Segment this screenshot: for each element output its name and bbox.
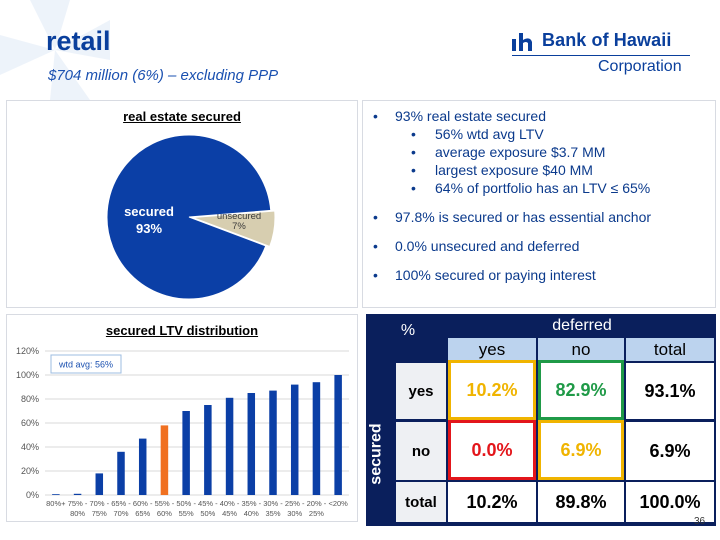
matrix-column-group: deferred xyxy=(552,317,612,334)
x-tick-label: 50% - xyxy=(176,499,196,508)
bank-logo: Bank of Hawaii Corporation xyxy=(512,30,690,80)
x-tick-label: 60% xyxy=(157,509,172,518)
logo-corporation: Corporation xyxy=(598,58,682,75)
bar-40% - 45% xyxy=(225,397,234,495)
cell-total-deferred-no: 89.8% xyxy=(538,482,624,522)
pie-value-unsecured: 7% xyxy=(232,221,246,232)
x-tick-label: 25% xyxy=(309,509,324,518)
pie-slice-unsecured xyxy=(192,210,276,248)
cell-secured-yes-deferred-no: 82.9% xyxy=(538,360,624,420)
cell-secured-yes-deferred-yes: 10.2% xyxy=(448,360,536,420)
x-tick-label: 75% xyxy=(92,509,107,518)
x-tick-label: 35% xyxy=(265,509,280,518)
cell-secured-no-deferred-no: 6.9% xyxy=(538,420,624,480)
x-tick-label: 50% xyxy=(200,509,215,518)
bar-chart: 0%20%40%60%80%100%120%80%+ 75% -80%70% -7… xyxy=(16,346,349,518)
x-tick-label: 35% - xyxy=(241,499,261,508)
x-tick-label: 25% - xyxy=(285,499,305,508)
y-tick-label: 60% xyxy=(21,418,39,428)
pie-slice-secured xyxy=(106,134,272,300)
x-tick-label: 40% xyxy=(244,509,259,518)
x-tick-label: 30% xyxy=(287,509,302,518)
row-label-yes: yes xyxy=(396,363,446,419)
pinwheel-watermark-icon xyxy=(0,0,110,100)
x-tick-label: 45% xyxy=(222,509,237,518)
bullet-item: 100% secured or paying interest xyxy=(369,267,707,284)
bar-65% - 70% xyxy=(117,451,125,495)
bar-<20% xyxy=(334,375,342,495)
cell-secured-no-total: 6.9% xyxy=(626,422,714,480)
bullet-item: 0.0% unsecured and deferred xyxy=(369,238,707,255)
x-tick-label: 40% - xyxy=(220,499,240,508)
x-tick-label: 65% - xyxy=(111,499,131,508)
pie-label-secured: secured xyxy=(124,204,174,219)
bar-55% - 60% xyxy=(160,425,169,495)
matrix-row-group: secured xyxy=(368,423,385,485)
bank-mark-icon xyxy=(512,32,532,51)
matrix-row-group-wrap: secured xyxy=(366,384,388,524)
col-header-no: no xyxy=(538,338,624,361)
y-tick-label: 100% xyxy=(16,370,39,380)
summary-bullets: 93% real estate secured 56% wtd avg LTV … xyxy=(362,100,716,308)
sub-bullet-item: 64% of portfolio has an LTV ≤ 65% xyxy=(369,179,707,197)
x-tick-label: 45% - xyxy=(198,499,218,508)
bar-chart-title: secured LTV distribution xyxy=(105,323,259,338)
y-tick-label: 80% xyxy=(21,394,39,404)
bar-30% - 35% xyxy=(269,390,277,495)
bullet-item: 93% real estate secured xyxy=(369,108,707,125)
col-header-total: total xyxy=(626,338,714,361)
bar-chart-panel: secured LTV distribution 0% 20% 40% 60% 80% 1… xyxy=(6,314,358,522)
cell-grand-total: 100.0% xyxy=(626,482,714,522)
cell-total-deferred-yes: 10.2% xyxy=(448,482,536,522)
page-number: 36 xyxy=(694,516,706,527)
page-subtitle: $704 million (6%) – excluding PPP xyxy=(48,67,279,84)
x-tick-label: 60% - xyxy=(133,499,153,508)
bar-35% - 40% xyxy=(247,393,256,495)
y-tick-label: 20% xyxy=(21,466,39,476)
col-header-yes: yes xyxy=(448,338,536,361)
x-tick-label: 75% - xyxy=(68,499,88,508)
x-tick-label: 70% xyxy=(113,509,128,518)
deferral-matrix: % deferred secured yes no total yes 10.2… xyxy=(366,314,716,526)
wtd-avg-box xyxy=(50,354,122,374)
x-tick-label: 30% - xyxy=(263,499,283,508)
bullet-item: 97.8% is secured or has essential anchor xyxy=(369,209,707,226)
bar-45% - 50% xyxy=(204,405,212,495)
logo-divider xyxy=(512,55,690,56)
row-label-no: no xyxy=(396,422,446,480)
matrix-corner-label: % xyxy=(400,322,416,339)
pie-label-unsecured: unsecured xyxy=(217,211,261,222)
cell-secured-yes-total: 93.1% xyxy=(626,363,714,419)
x-tick-label: 20% - xyxy=(307,499,327,508)
pie-chart-title: real estate secured xyxy=(123,109,241,124)
x-tick-label: 70% - xyxy=(89,499,109,508)
wtd-avg-annotation: wtd avg: 56% xyxy=(58,360,113,370)
page-title: retail xyxy=(46,26,111,56)
logo-name: Bank of Hawaii xyxy=(542,30,672,50)
bar-60% - 65% xyxy=(138,438,147,495)
bar-75% - 80% xyxy=(73,493,82,495)
bar-70% - 75% xyxy=(95,473,104,495)
x-tick-label: 65% xyxy=(135,509,150,518)
bar-25% - 30% xyxy=(290,384,299,495)
bar-80%+ xyxy=(52,494,60,495)
bar-20% - 25% xyxy=(312,382,321,495)
y-tick-label: 0% xyxy=(26,490,39,500)
pie-chart-panel: real estate secured secured 93% unsecured 7… xyxy=(6,100,358,308)
sub-bullet-item: 56% wtd avg LTV xyxy=(369,125,707,143)
y-tick-label: 40% xyxy=(21,442,39,452)
x-tick-label: 55% xyxy=(179,509,194,518)
sub-bullet-item: average exposure $3.7 MM xyxy=(369,143,707,161)
x-tick-label: <20% xyxy=(328,499,348,508)
cell-secured-no-deferred-yes: 0.0% xyxy=(448,420,536,480)
x-tick-label: 80% xyxy=(70,509,85,518)
x-tick-label: 80%+ xyxy=(46,499,66,508)
y-tick-label: 120% xyxy=(16,346,39,356)
row-label-total: total xyxy=(396,482,446,522)
bar-50% - 55% xyxy=(182,411,190,495)
pie-value-secured: 93% xyxy=(136,221,162,236)
sub-bullet-item: largest exposure $40 MM xyxy=(369,161,707,179)
x-tick-label: 55% - xyxy=(155,499,175,508)
